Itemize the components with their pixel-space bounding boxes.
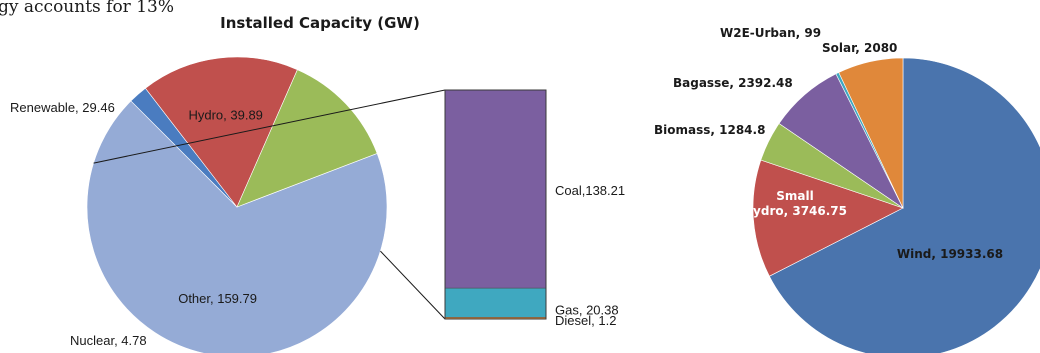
label-capacity-renewable: Renewable, 29.46 xyxy=(10,100,115,115)
bar-segment-coal xyxy=(444,89,547,289)
label-renewable-bagasse: Bagasse, 2392.48 xyxy=(673,76,793,90)
renewable-slice-wind xyxy=(768,57,1040,353)
renewable-slice-solar xyxy=(838,57,904,209)
connector-top xyxy=(93,89,446,164)
renewable-slice-small-hydro xyxy=(752,159,904,277)
label-capacity-other: Other, 159.79 xyxy=(178,291,257,306)
top-cut-text: gy accounts for 13% xyxy=(0,0,174,17)
label-capacity-nuclear: Nuclear, 4.78 xyxy=(70,333,147,348)
capacity-slice-renewable xyxy=(236,69,378,208)
capacity-slice-other xyxy=(86,100,388,353)
label-renewable-biomass: Biomass, 1284.8 xyxy=(654,123,765,137)
label-renewable-w2e-urban: W2E-Urban, 99 xyxy=(720,26,821,40)
connector-bottom xyxy=(380,250,446,320)
label-renewable-small-hydro: Small Hydro, 3746.75 xyxy=(743,189,847,218)
data-labels: Other, 159.79 Nuclear, 4.78 Hydro, 39.89 Re… xyxy=(10,26,1003,348)
bar-outline xyxy=(444,89,547,320)
other-breakdown-bar xyxy=(444,89,547,320)
installed-capacity-pie xyxy=(86,56,388,353)
label-breakdown-coal: Coal,138.21 xyxy=(555,183,625,198)
chart-title: Installed Capacity (GW) xyxy=(220,14,420,32)
bar-segment-gas xyxy=(444,287,547,318)
renewable-breakdown-pie xyxy=(752,57,1040,353)
label-breakdown-gas: Gas, 20.38 xyxy=(555,302,619,317)
capacity-slice-hydro xyxy=(144,56,298,208)
label-renewable-solar: Solar, 2080 xyxy=(822,41,897,55)
breakdown-connectors xyxy=(93,89,446,320)
label-breakdown-diesel: Diesel, 1.2 xyxy=(555,313,616,328)
label-capacity-hydro: Hydro, 39.89 xyxy=(188,108,262,123)
label-renewable-wind: Wind, 19933.68 xyxy=(897,247,1003,261)
